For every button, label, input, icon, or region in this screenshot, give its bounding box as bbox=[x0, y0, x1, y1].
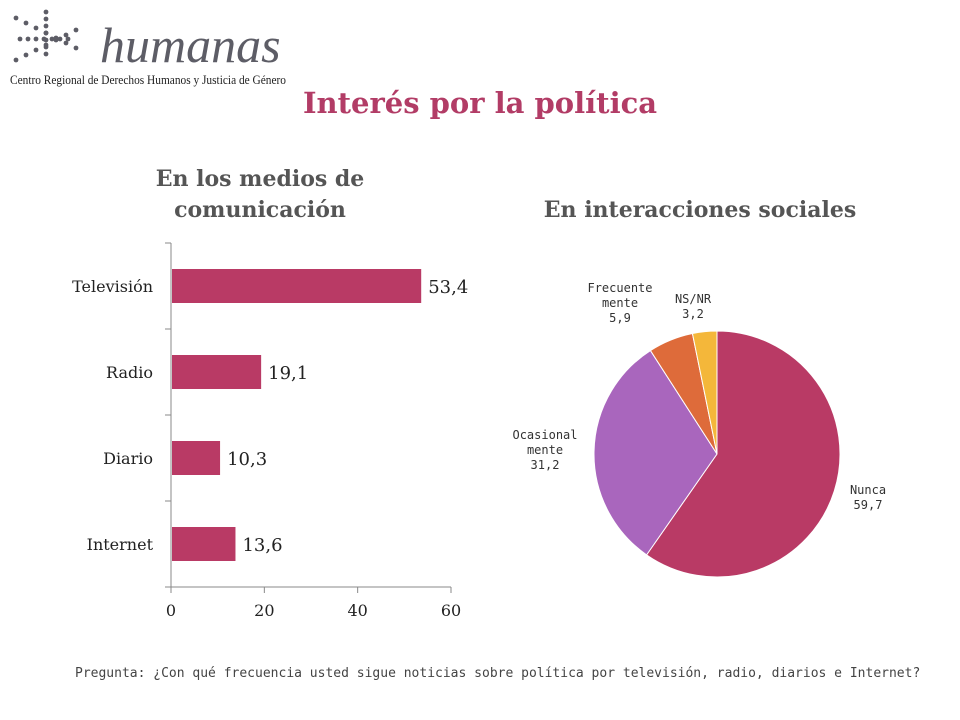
logo-dot bbox=[43, 37, 49, 43]
y-tick-label: Internet bbox=[87, 535, 154, 554]
y-tick-label: Diario bbox=[103, 449, 153, 468]
humanas-logo: humanas Centro Regional de Derechos Huma… bbox=[10, 9, 286, 87]
y-tick-label: Televisión bbox=[72, 277, 153, 296]
bar-value-label: 10,3 bbox=[227, 449, 267, 470]
logo-dot bbox=[23, 52, 29, 58]
bar-chart: 0 20 40 60 Televisión 53,4 Radio 19,1 Diario 10,3… bbox=[72, 242, 468, 620]
bar bbox=[172, 527, 236, 561]
footnote: Pregunta: ¿Con qué frecuencia usted sigu… bbox=[75, 666, 921, 681]
logo-dot bbox=[13, 57, 19, 63]
logo-dot bbox=[43, 44, 49, 50]
pie-chart-title: En interacciones sociales bbox=[543, 197, 857, 223]
logo-dot bbox=[63, 40, 69, 46]
bar bbox=[172, 441, 221, 475]
logo-dot bbox=[43, 9, 49, 15]
logo-dot bbox=[43, 23, 49, 29]
bar-value-label: 13,6 bbox=[242, 535, 282, 556]
x-tick-label: 40 bbox=[347, 601, 367, 620]
x-tick-label: 0 bbox=[166, 601, 176, 620]
logo-dot bbox=[23, 20, 29, 26]
logo-dot bbox=[53, 37, 59, 43]
logo-dots-icon bbox=[13, 9, 79, 63]
bar bbox=[172, 269, 422, 303]
pie-slice bbox=[691, 330, 718, 455]
logo-dot bbox=[43, 51, 49, 57]
logo-dot bbox=[49, 36, 55, 42]
logo-subtitle: Centro Regional de Derechos Humanos y Ju… bbox=[10, 73, 286, 87]
logo-dot bbox=[57, 36, 63, 42]
logo-dot bbox=[63, 32, 69, 38]
pie-slice bbox=[593, 349, 718, 556]
logo-dot bbox=[43, 30, 49, 36]
pie-slice bbox=[645, 330, 841, 578]
logo-dot bbox=[33, 47, 39, 53]
logo-dot bbox=[33, 36, 39, 42]
bar bbox=[172, 355, 262, 389]
x-tick-label: 60 bbox=[441, 601, 461, 620]
x-tick-label: 20 bbox=[254, 601, 274, 620]
y-tick-label: Radio bbox=[106, 363, 153, 382]
pie-slice-label: NS/NR 3,2 bbox=[675, 292, 712, 321]
logo-dot bbox=[13, 15, 19, 21]
pie-slice-label: Frecuente mente 5,9 bbox=[587, 281, 652, 325]
logo-dot bbox=[73, 27, 79, 33]
pie-slice-label: Nunca 59,7 bbox=[850, 483, 886, 512]
logo-dot bbox=[33, 25, 39, 31]
logo-dot bbox=[25, 36, 31, 42]
bar-value-label: 19,1 bbox=[268, 363, 308, 384]
logo-dot bbox=[43, 16, 49, 22]
bar-chart-title: En los medios de comunicación bbox=[155, 166, 365, 223]
logo-dot bbox=[73, 45, 79, 51]
pie-chart: Nunca 59,7 Ocasional mente 31,2 Frecuente ment… bbox=[512, 281, 886, 578]
logo-word: humanas bbox=[100, 17, 281, 73]
logo-dot bbox=[17, 36, 23, 42]
pie-slice-label: Ocasional mente 31,2 bbox=[512, 428, 577, 472]
bar-value-label: 53,4 bbox=[428, 277, 468, 298]
page-title: Interés por la política bbox=[302, 86, 658, 120]
logo-dot bbox=[65, 36, 71, 42]
